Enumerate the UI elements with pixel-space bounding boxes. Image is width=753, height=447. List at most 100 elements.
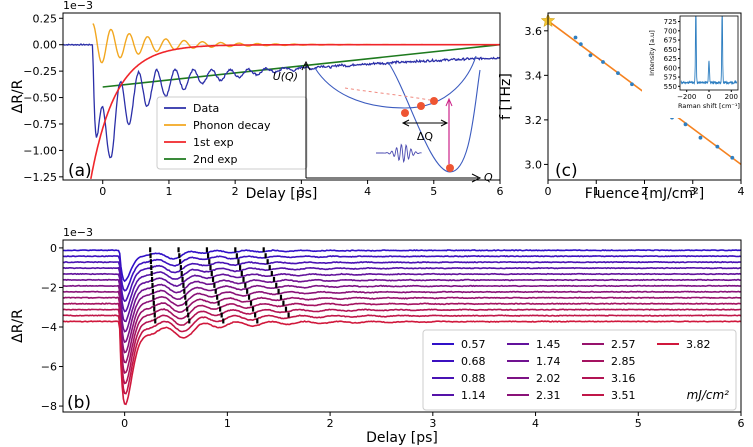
series-phonon-decay bbox=[92, 23, 500, 64]
inset-xlabel: Q bbox=[484, 171, 493, 184]
panel-a: 0 1 2 3 4 5 6 0.25 0.00 −0.25 −0.50 −0.75 −1.00 −1.25… bbox=[10, 0, 504, 202]
y-tick-label: 3.6 bbox=[525, 25, 543, 38]
legend-b: 0.57 0.68 0.88 1.14 1.45 1.74 2.02 2.31 2.57 2.85… bbox=[422, 329, 737, 411]
wavepacket-dot bbox=[446, 164, 454, 172]
y-tick-label: −0.50 bbox=[23, 92, 57, 105]
inset-y-tick-label: 675 bbox=[664, 37, 677, 45]
plot-frame bbox=[62, 12, 501, 181]
wavepacket-dot bbox=[430, 97, 438, 105]
x-tick-label: 5 bbox=[635, 417, 642, 430]
y-tick-label: 3.4 bbox=[525, 69, 543, 82]
data-point bbox=[630, 82, 634, 87]
data-point bbox=[578, 42, 583, 47]
legend-entry: 2.57 bbox=[611, 338, 636, 351]
inset-x-tick-label: 0 bbox=[707, 93, 711, 101]
series-1st-exp bbox=[90, 43, 500, 180]
data-point bbox=[601, 60, 605, 64]
trace-3.16 bbox=[63, 308, 741, 385]
panel-label-b: (b) bbox=[67, 393, 91, 413]
x-tick-label: 6 bbox=[497, 185, 504, 198]
trace-1.45 bbox=[63, 272, 741, 323]
delta-q-label: ΔQ bbox=[417, 130, 434, 143]
legend-entry: 1.45 bbox=[536, 338, 561, 351]
data-point bbox=[683, 122, 688, 127]
y-tick-label: −0.75 bbox=[23, 118, 57, 131]
potential-excited bbox=[387, 61, 481, 173]
y-tick-label: −2 bbox=[41, 281, 57, 294]
series-data bbox=[63, 43, 500, 159]
legend-entry: 2nd exp bbox=[193, 153, 238, 166]
panel-label-c: (c) bbox=[555, 161, 578, 181]
legend-a: Data Phonon decay 1st exp 2nd exp bbox=[156, 96, 308, 170]
legend-entry: 1.14 bbox=[461, 389, 486, 402]
inset-arrowhead-y bbox=[301, 60, 311, 71]
inset-y-tick-label: 725 bbox=[664, 18, 677, 26]
x-tick-label: 4 bbox=[738, 185, 745, 198]
inset-ylabel: U(Q) bbox=[273, 70, 298, 83]
data-point bbox=[573, 35, 578, 40]
x-tick-label: 2 bbox=[641, 185, 648, 198]
x-axis-label: Delay [ps] bbox=[246, 186, 318, 202]
wavepacket-dot bbox=[417, 102, 425, 110]
x-tick-label: 6 bbox=[738, 417, 745, 430]
y-axis-label: ΔR/R bbox=[10, 79, 26, 113]
y-multiplier: 1e−3 bbox=[63, 0, 93, 12]
legend-entry: 2.31 bbox=[536, 389, 561, 402]
plot-area-b bbox=[63, 247, 741, 406]
legend-entry: 3.16 bbox=[611, 372, 636, 385]
data-point bbox=[715, 144, 720, 149]
x-tick-label: 3 bbox=[298, 185, 305, 198]
trace-2.31 bbox=[63, 290, 741, 354]
legend-box bbox=[422, 329, 737, 411]
x-tick-label: 1 bbox=[165, 185, 172, 198]
potential-inset: U(Q) Q ΔQ bbox=[273, 55, 493, 184]
trace-2.57 bbox=[63, 296, 741, 364]
legend-entry: 2.02 bbox=[536, 372, 561, 385]
trace-3.51 bbox=[63, 314, 741, 395]
x-tick-label: 1 bbox=[593, 185, 600, 198]
x-axis-label: Delay [ps] bbox=[366, 430, 438, 446]
pump-pulse bbox=[376, 143, 422, 164]
inset-arrowhead-x bbox=[471, 173, 482, 183]
trace-2.02 bbox=[63, 284, 741, 344]
legend-entry: Data bbox=[193, 102, 219, 115]
legend-entry: 3.51 bbox=[611, 389, 636, 402]
legend-box bbox=[156, 96, 308, 170]
x-tick-label: 1 bbox=[224, 417, 231, 430]
y-tick-label: 0.25 bbox=[33, 12, 58, 25]
x-tick-label: 3 bbox=[429, 417, 436, 430]
inset-y-tick-label: 625 bbox=[664, 55, 677, 63]
plot-frame bbox=[62, 239, 742, 413]
plot-area-a bbox=[63, 23, 500, 180]
panel-c: 0 1 2 3 4 3.6 3.4 3.2 3.0 Fluence [mJ/cm²] f [THz]… bbox=[498, 13, 745, 202]
y-tick-label: 3.2 bbox=[525, 114, 543, 127]
inset-xlabel: Raman shift [cm⁻¹] bbox=[678, 102, 740, 110]
legend-entry: 0.57 bbox=[461, 338, 486, 351]
x-axis-label: Fluence [mJ/cm²] bbox=[585, 186, 704, 202]
y-tick-label: −1.00 bbox=[23, 144, 57, 157]
inset-x-tick-label: −200 bbox=[677, 93, 696, 101]
panel-b: 0 1 2 3 4 5 6 0 −2 −4 −6 −8 1e−3 Delay [ps] ΔR/R (b) 0.5… bbox=[10, 226, 745, 446]
trace-1.14 bbox=[63, 266, 741, 313]
inset-ylabel: Intensity [a.u] bbox=[648, 30, 656, 76]
y-tick-label: −6 bbox=[41, 361, 57, 374]
legend-unit: mJ/cm² bbox=[687, 388, 730, 402]
x-tick-label: 4 bbox=[532, 417, 539, 430]
x-tick-label: 3 bbox=[689, 185, 696, 198]
inset-y-tick-label: 650 bbox=[664, 46, 677, 54]
trajectory-dashed bbox=[344, 87, 431, 101]
y-axis-label: f [THz] bbox=[498, 73, 514, 120]
legend-entry: 2.85 bbox=[611, 355, 636, 368]
x-tick-label: 5 bbox=[430, 185, 437, 198]
y-multiplier: 1e−3 bbox=[63, 226, 93, 239]
delta-q-heads bbox=[401, 119, 449, 127]
y-tick-label: −4 bbox=[41, 321, 57, 334]
potential-ground bbox=[314, 55, 477, 109]
y-tick-label: −8 bbox=[41, 400, 57, 413]
y-tick-label: 0 bbox=[50, 242, 57, 255]
y-axis-label: ΔR/R bbox=[10, 309, 26, 343]
legend-entry: 0.68 bbox=[461, 355, 486, 368]
plot-frame bbox=[547, 12, 742, 181]
